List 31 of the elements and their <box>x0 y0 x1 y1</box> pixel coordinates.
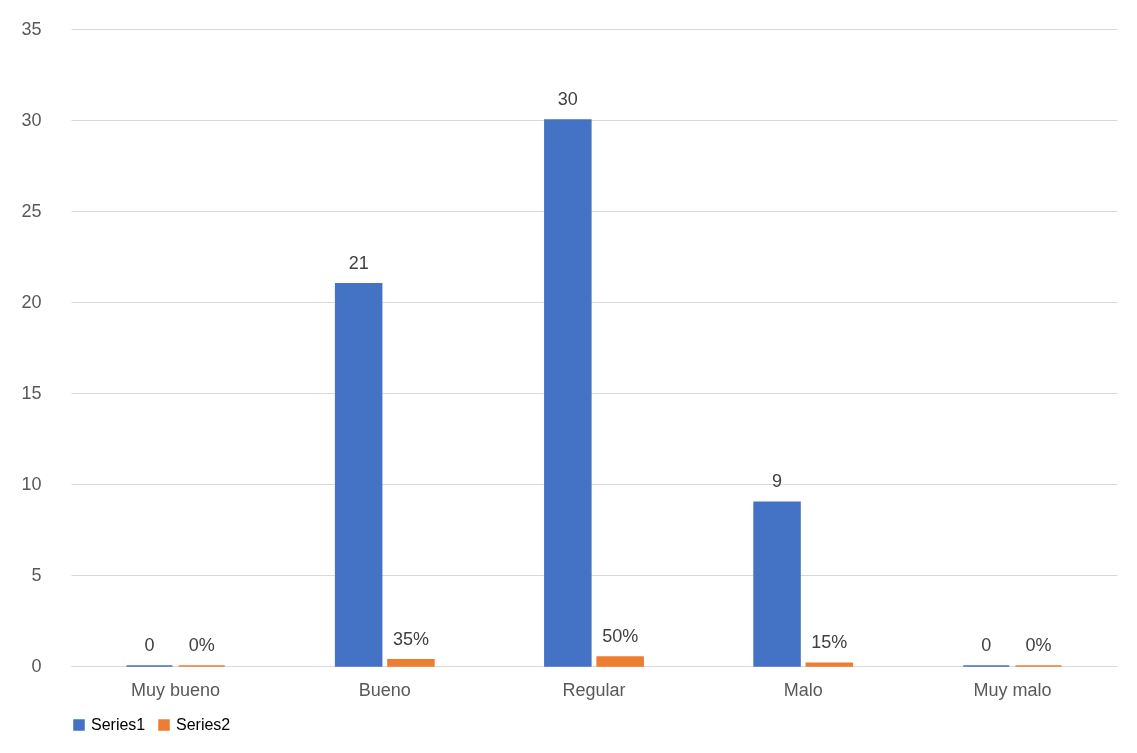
y-tick-label: 0 <box>31 655 42 676</box>
data-label: 35% <box>392 628 429 649</box>
y-tick-label: 25 <box>21 200 42 221</box>
legend-label: Series2 <box>176 716 231 733</box>
bar <box>334 283 383 667</box>
bar <box>387 658 435 667</box>
bar <box>544 119 592 667</box>
y-tick-label: 5 <box>31 564 42 585</box>
x-tick-label: Regular <box>562 679 626 700</box>
bar <box>596 656 644 667</box>
y-tick-label: 10 <box>21 473 42 494</box>
data-label: 9 <box>772 471 783 492</box>
x-tick-label: Muy malo <box>973 679 1052 700</box>
x-tick-label: Bueno <box>358 679 411 700</box>
data-label: 0% <box>1025 635 1052 655</box>
data-label: 0 <box>981 635 992 655</box>
data-label: 15% <box>811 632 848 653</box>
data-label: 30 <box>557 89 578 109</box>
x-tick-label: Muy bueno <box>131 679 221 700</box>
y-tick-label: 35 <box>21 18 42 39</box>
legend-label: Series1 <box>91 716 146 733</box>
y-tick-label: 15 <box>21 382 42 403</box>
x-tick-label: Malo <box>783 679 823 700</box>
bar <box>753 501 801 667</box>
y-tick-label: 30 <box>21 109 42 130</box>
y-tick-label: 20 <box>21 291 42 312</box>
data-label: 0 <box>144 635 155 655</box>
data-label: 21 <box>348 252 369 273</box>
data-label: 0% <box>188 635 215 655</box>
bar <box>805 662 854 667</box>
data-label: 50% <box>602 625 639 646</box>
